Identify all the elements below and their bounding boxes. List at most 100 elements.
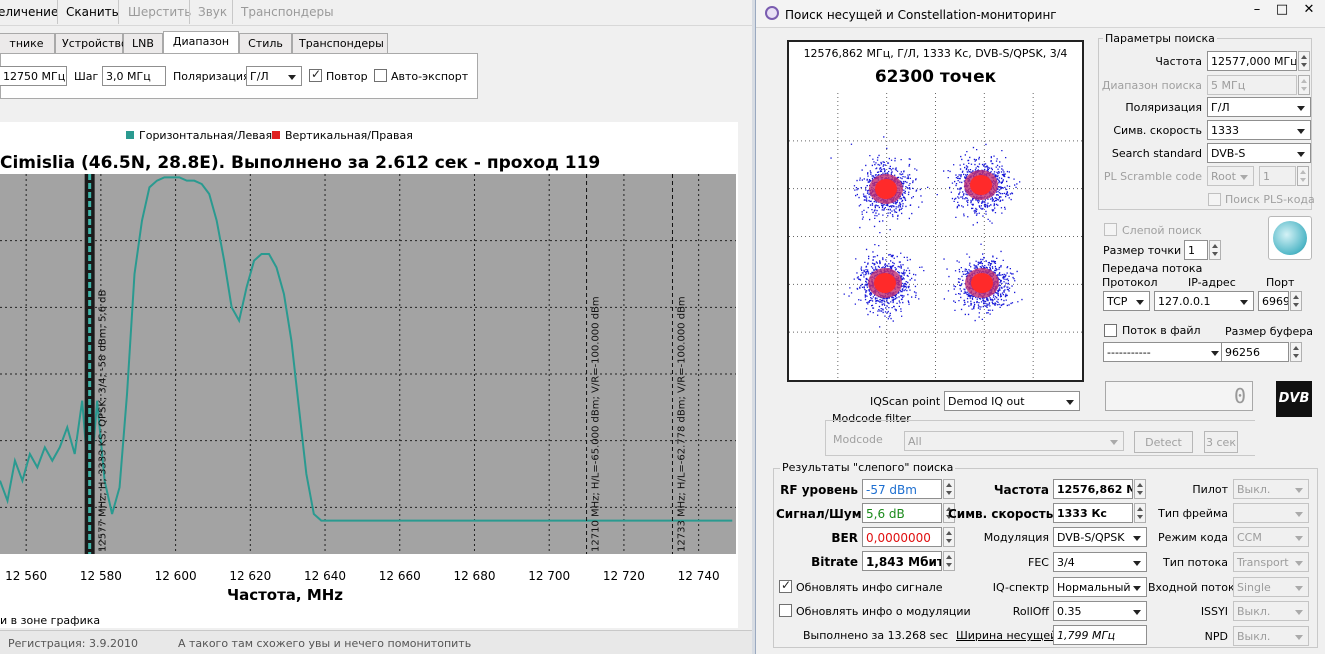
search-standard-select[interactable]: DVB-S	[1207, 143, 1311, 163]
pls-code-input[interactable]: 1	[1259, 166, 1296, 186]
buffer-size-spinner[interactable]	[1290, 342, 1302, 362]
bandwidth-label[interactable]: Ширина несущей	[956, 629, 1058, 642]
dvb-logo: DVB	[1276, 381, 1312, 417]
protocol-label: Протокол	[1102, 276, 1158, 289]
issyi-select[interactable]: Выкл.	[1233, 601, 1309, 621]
frame-type-label: Тип фрейма	[1158, 507, 1228, 520]
result-sr-spinner[interactable]	[1134, 503, 1146, 523]
stream-group-label: Передача потока	[1102, 262, 1203, 275]
chart-title: Cimislia (46.5N, 28.8E). Выполнено за 2.…	[0, 153, 600, 173]
result-freq-spinner[interactable]	[1134, 479, 1146, 499]
transponders-toolbar-button[interactable]: Транспондеры	[241, 5, 334, 19]
search-sr-label: Симв. скорость	[1113, 124, 1202, 137]
point-size-input[interactable]: 1	[1184, 240, 1208, 260]
maximize-icon[interactable]: □	[1275, 2, 1289, 17]
app-logo[interactable]	[1268, 216, 1312, 260]
update-signal-checkbox[interactable]	[779, 578, 792, 593]
search-freq-input[interactable]: 12577,000 МГц	[1207, 51, 1297, 71]
pilot-select[interactable]: Выкл.	[1233, 479, 1309, 499]
sound-button[interactable]: Звук	[198, 5, 228, 19]
x-tick-label: 12 560	[5, 569, 47, 583]
blind-search-checkbox[interactable]	[1104, 223, 1117, 236]
search-pol-select[interactable]: Г/Л	[1207, 97, 1311, 117]
autoexport-checkbox[interactable]	[374, 69, 387, 82]
rf-level-label: RF уровень	[780, 483, 858, 497]
repeat-checkbox[interactable]	[309, 67, 322, 82]
legend-swatch-horizontal	[126, 131, 134, 139]
spectrum-chart-svg[interactable]: Горизонтальная/Левая Вертикальная/Правая…	[0, 122, 738, 628]
zoom-button[interactable]: еличение	[0, 5, 59, 19]
ber-spinner[interactable]	[943, 527, 955, 547]
result-sr-label: Симв. скорость	[948, 507, 1054, 521]
search-sr-select[interactable]: 1333	[1207, 120, 1311, 140]
port-spinner[interactable]	[1290, 291, 1302, 311]
end-freq-input[interactable]: 12750 МГц	[0, 66, 67, 86]
modulation-select[interactable]: DVB-S/QPSK	[1053, 527, 1147, 547]
status-message: А такого там схожего увы и нечего помони…	[178, 637, 472, 650]
fec-select[interactable]: 3/4	[1053, 552, 1147, 572]
pls-search-label: Поиск PLS-кода	[1225, 193, 1315, 206]
point-size-spinner[interactable]	[1209, 240, 1221, 260]
protocol-select[interactable]: TCP	[1103, 291, 1150, 311]
npd-select[interactable]: Выкл.	[1233, 626, 1309, 646]
tab-device[interactable]: Устройство	[55, 33, 128, 53]
search-range-input[interactable]: 5 МГц	[1207, 75, 1297, 95]
close-icon[interactable]: ✕	[1303, 2, 1315, 17]
x-tick-label: 12 700	[528, 569, 570, 583]
timeout-button[interactable]: 3 сек	[1204, 431, 1238, 453]
iqscan-select[interactable]: Demod IQ out	[944, 391, 1080, 411]
buffer-size-input[interactable]: 96256	[1221, 342, 1289, 362]
search-freq-spinner[interactable]	[1298, 51, 1310, 71]
x-tick-label: 12 580	[80, 569, 122, 583]
tab-range[interactable]: Диапазон	[163, 31, 239, 54]
buffer-size-label: Размер буфера	[1225, 325, 1313, 338]
search-standard-label: Search standard	[1111, 147, 1202, 160]
ber-label: BER	[831, 531, 858, 545]
frame-type-select[interactable]	[1233, 503, 1309, 523]
iq-spectrum-label: IQ-спектр	[992, 581, 1049, 594]
iq-spectrum-select[interactable]: Нормальный	[1053, 577, 1147, 597]
repeat-label: Повтор	[326, 70, 368, 83]
modcode-select[interactable]: All	[904, 431, 1124, 451]
toolbar-separator	[189, 0, 190, 24]
stream-type-label: Тип потока	[1162, 556, 1228, 569]
rolloff-select[interactable]: 0.35	[1053, 601, 1147, 621]
constellation-core	[971, 273, 993, 293]
stream-type-select[interactable]: Transport	[1233, 552, 1309, 572]
pls-code-spinner[interactable]	[1297, 166, 1309, 186]
legend-swatch-vertical	[272, 131, 280, 139]
shift-button[interactable]: Шерстить	[128, 5, 192, 19]
rf-level-spinner[interactable]	[943, 479, 955, 499]
snr-value: 5,6 dB	[862, 503, 942, 523]
plot-area	[0, 174, 736, 554]
constellation-header: 12576,862 МГц, Г/Л, 1333 Кс, DVB-S/QPSK,…	[803, 47, 1068, 60]
pls-search-checkbox[interactable]	[1208, 193, 1221, 206]
tab-lnb[interactable]: LNB	[123, 33, 163, 53]
spectrum-chart[interactable]: Горизонтальная/Левая Вертикальная/Правая…	[0, 122, 738, 628]
bitrate-spinner[interactable]	[943, 551, 955, 571]
step-input[interactable]: 3,0 МГц	[102, 66, 166, 86]
file-select[interactable]: -----------	[1103, 342, 1225, 362]
scan-button[interactable]: Сканить	[66, 5, 119, 19]
bandwidth-value: 1,799 МГц	[1053, 625, 1147, 645]
search-range-label: Диапазон поиска	[1101, 79, 1202, 92]
constellation-plot	[789, 93, 1082, 380]
ber-value: 0,0000000	[862, 527, 942, 547]
marker-label: 12733 MHz; H/L=-62.778 dBm; V/R=-100.000…	[676, 296, 687, 552]
tab-tnike[interactable]: тнике	[0, 33, 55, 53]
tab-style[interactable]: Стиль	[239, 33, 292, 53]
update-modulation-checkbox[interactable]	[779, 604, 792, 617]
detect-button[interactable]: Detect	[1134, 431, 1193, 453]
code-mode-select[interactable]: CCM	[1233, 527, 1309, 547]
port-input[interactable]: 6969	[1258, 291, 1289, 311]
pls-mode-select[interactable]: Root	[1207, 166, 1254, 186]
snr-spinner[interactable]	[943, 503, 955, 523]
search-range-spinner[interactable]	[1298, 75, 1310, 95]
x-tick-label: 12 620	[229, 569, 271, 583]
ip-select[interactable]: 127.0.0.1	[1154, 291, 1254, 311]
stream-to-file-checkbox[interactable]	[1104, 324, 1117, 337]
tab-transponders[interactable]: Транспондеры	[292, 33, 388, 53]
minimize-icon[interactable]: –	[1253, 2, 1261, 17]
polarization-select[interactable]: Г/Л	[246, 66, 302, 86]
input-stream-select[interactable]: Single	[1233, 577, 1309, 597]
